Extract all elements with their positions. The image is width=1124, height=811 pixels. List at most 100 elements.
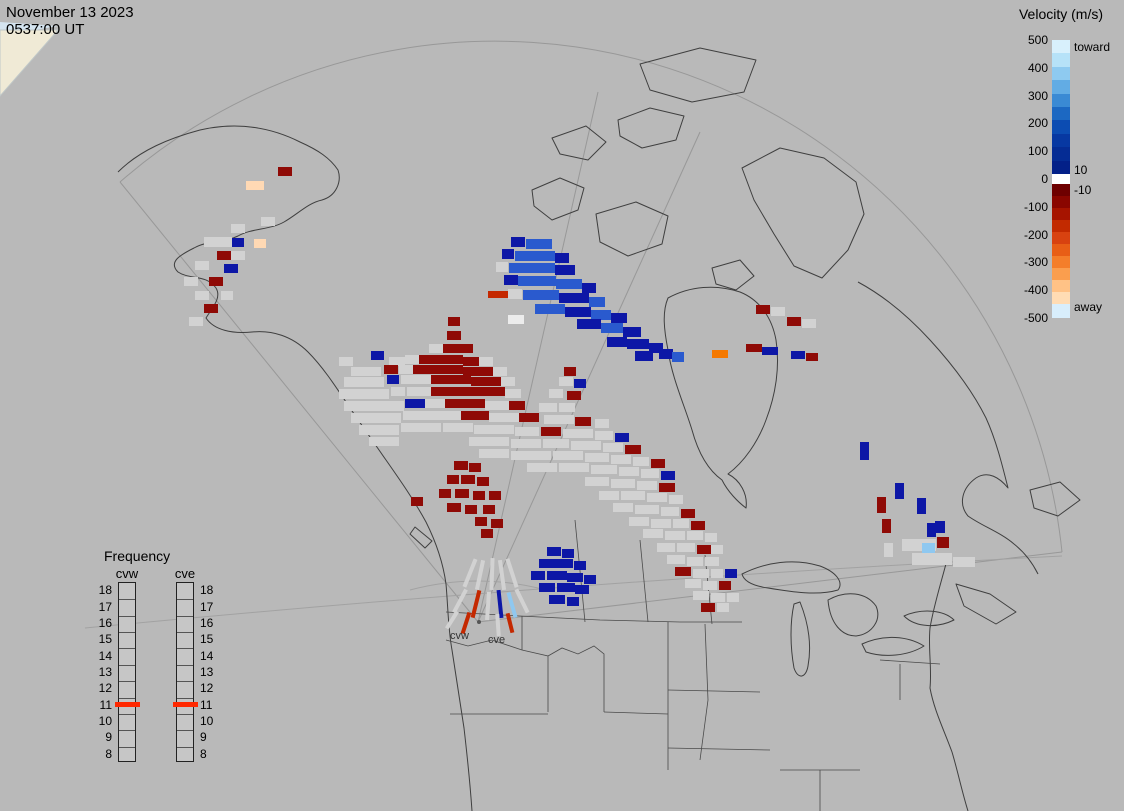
echo-cell bbox=[195, 261, 209, 270]
echo-cell bbox=[359, 425, 399, 435]
velocity-colorbar-segment bbox=[1052, 133, 1070, 148]
echo-cell bbox=[673, 519, 689, 528]
echo-cell bbox=[559, 293, 589, 303]
echo-cell bbox=[549, 389, 563, 398]
echo-cell bbox=[595, 431, 613, 440]
echo-cell bbox=[651, 519, 671, 528]
echo-cell bbox=[806, 353, 818, 361]
echo-cell bbox=[461, 411, 489, 420]
velocity-colorbar-segment bbox=[1052, 93, 1070, 107]
echo-cell bbox=[371, 351, 384, 360]
echo-cell bbox=[697, 545, 711, 554]
echo-cell bbox=[669, 495, 683, 504]
radar-site-label-cvw: cvw bbox=[450, 630, 469, 642]
frequency-scale-number: 13 bbox=[200, 665, 214, 679]
velocity-colorbar-segment bbox=[1052, 255, 1070, 268]
echo-cell bbox=[463, 367, 493, 376]
frequency-bar-row bbox=[177, 746, 193, 763]
echo-cell bbox=[445, 399, 485, 408]
echo-cell bbox=[762, 347, 778, 355]
frequency-scale-number: 15 bbox=[200, 632, 214, 647]
echo-cell bbox=[611, 313, 627, 323]
echo-cell bbox=[479, 449, 509, 458]
frequency-bar-row bbox=[119, 664, 135, 681]
echo-cell bbox=[553, 451, 583, 460]
velocity-colorbar bbox=[1052, 40, 1070, 318]
frequency-scale-number: 9 bbox=[200, 730, 207, 745]
echo-cell bbox=[615, 433, 629, 442]
echo-cell bbox=[485, 401, 509, 410]
velocity-tick: -500 bbox=[1023, 311, 1048, 325]
echo-cell bbox=[493, 367, 507, 376]
timestamp: November 13 2023 0537:00 UT bbox=[6, 4, 134, 38]
frequency-bar-row bbox=[177, 632, 193, 648]
echo-cell bbox=[629, 517, 649, 526]
echo-cell bbox=[927, 523, 936, 537]
velocity-colorbar-segment bbox=[1052, 231, 1070, 244]
echo-cell bbox=[611, 455, 631, 464]
echo-cell bbox=[677, 543, 695, 552]
echo-cell bbox=[705, 557, 719, 566]
echo-cell bbox=[419, 355, 463, 364]
velocity-colorbar-segment bbox=[1052, 291, 1070, 304]
echo-cell bbox=[711, 569, 723, 578]
frequency-bar-row bbox=[177, 730, 193, 746]
echo-cell bbox=[448, 317, 460, 326]
echo-cell bbox=[895, 483, 904, 499]
echo-cell bbox=[860, 442, 869, 460]
echo-cell bbox=[413, 365, 463, 374]
echo-cell bbox=[481, 529, 493, 538]
echo-cell bbox=[431, 387, 477, 396]
echo-cell bbox=[591, 465, 617, 474]
frequency-bar-cve bbox=[176, 582, 194, 762]
echo-cell bbox=[595, 419, 609, 428]
echo-cell bbox=[443, 423, 473, 432]
echo-cell bbox=[687, 531, 703, 540]
frequency-scale-number: 12 bbox=[200, 681, 214, 696]
echo-cell bbox=[557, 583, 575, 592]
echo-cell bbox=[647, 493, 667, 502]
echo-cell bbox=[641, 469, 659, 478]
echo-cell bbox=[278, 167, 292, 176]
echo-cell bbox=[231, 224, 245, 233]
echo-cell bbox=[685, 579, 701, 588]
velocity-tick: 200 bbox=[1027, 116, 1048, 131]
echo-cell bbox=[619, 467, 639, 476]
velocity-tick: -400 bbox=[1023, 283, 1048, 298]
echo-cell bbox=[344, 377, 384, 387]
echo-cell bbox=[693, 591, 709, 600]
echo-cell bbox=[455, 489, 469, 498]
echo-cell bbox=[643, 529, 663, 538]
echo-cell bbox=[555, 253, 569, 263]
echo-cell bbox=[627, 339, 649, 349]
velocity-tick: 500 bbox=[1027, 33, 1048, 47]
echo-streak bbox=[445, 610, 459, 630]
echo-cell bbox=[603, 443, 623, 452]
echo-cell bbox=[555, 265, 575, 275]
frequency-scale-number: 8 bbox=[105, 746, 112, 761]
echo-cell bbox=[705, 533, 717, 542]
frequency-bar-row bbox=[177, 681, 193, 697]
echo-cell bbox=[387, 375, 399, 384]
toward-label: toward bbox=[1074, 40, 1111, 54]
echo-cell bbox=[567, 391, 581, 400]
echo-cell bbox=[635, 505, 659, 514]
velocity-colorbar-segment bbox=[1052, 207, 1070, 220]
projection-corner-wedge bbox=[0, 22, 60, 97]
frequency-bar-row bbox=[177, 697, 193, 714]
echo-cell bbox=[637, 481, 657, 490]
echo-cell bbox=[447, 475, 459, 484]
radar-site-dot bbox=[477, 620, 481, 624]
velocity-colorbar-segment bbox=[1052, 106, 1070, 121]
echo-cell bbox=[454, 461, 468, 470]
frequency-bar-row bbox=[177, 583, 193, 599]
echo-cell bbox=[567, 573, 583, 582]
frequency-bar-row bbox=[177, 713, 193, 730]
frequency-scale-number: 18 bbox=[200, 583, 214, 598]
echo-cell bbox=[526, 239, 552, 249]
echo-cell bbox=[791, 351, 805, 359]
echo-cell bbox=[501, 377, 515, 386]
echo-cell bbox=[693, 569, 709, 578]
frequency-bar-row bbox=[119, 730, 135, 746]
